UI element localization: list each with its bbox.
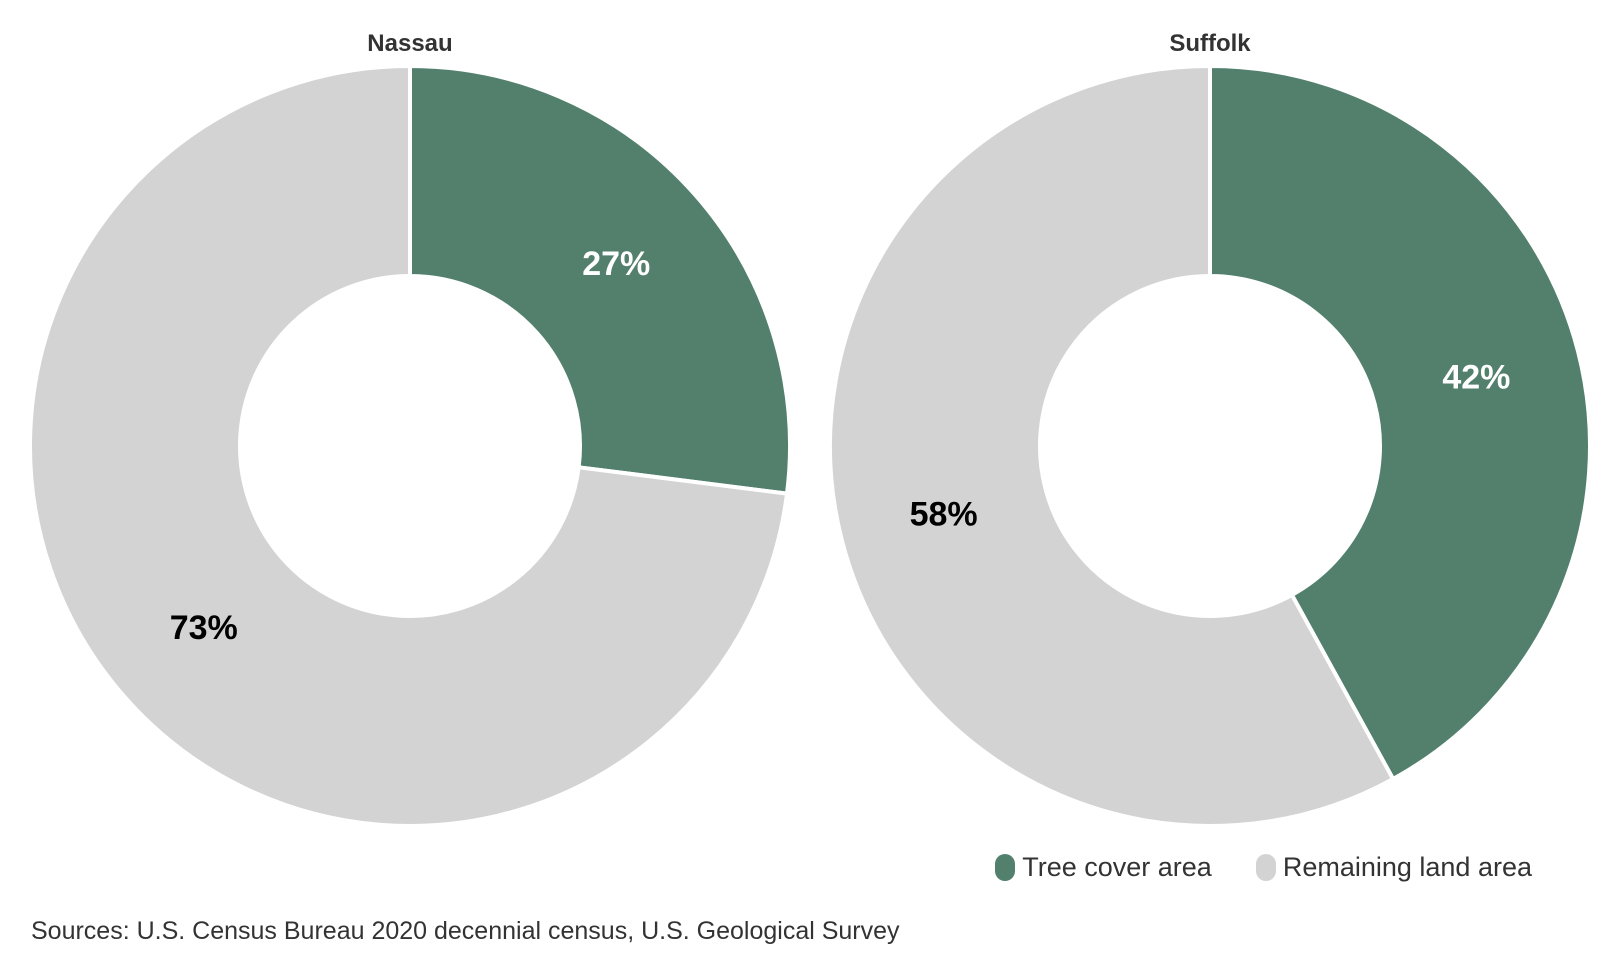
data-label-nassau-remaining-land-area: 73% — [170, 609, 238, 647]
data-label-suffolk-tree-cover-area: 42% — [1442, 359, 1510, 397]
legend-item-remaining-land[interactable]: Remaining land area — [1255, 852, 1532, 883]
legend-label-tree-cover: Tree cover area — [1022, 852, 1212, 882]
source-note: Sources: U.S. Census Bureau 2020 decenni… — [31, 917, 900, 945]
slice-suffolk-tree-cover-area[interactable] — [1208, 64, 1593, 781]
legend-item-tree-cover[interactable]: Tree cover area — [995, 852, 1212, 883]
legend-label-remaining-land: Remaining land area — [1282, 852, 1532, 882]
legend: Tree cover area Remaining land area — [995, 852, 1532, 883]
chart-title-suffolk: Suffolk — [1169, 30, 1251, 57]
chart-title-nassau: Nassau — [367, 30, 452, 57]
donut-suffolk: Suffolk 42% 58% — [828, 30, 1593, 828]
slice-suffolk-remaining-land-area[interactable] — [828, 64, 1396, 828]
legend-swatch-tree-cover — [995, 854, 1016, 881]
legend-swatch-remaining-land — [1255, 854, 1276, 881]
data-label-nassau-tree-cover-area: 27% — [582, 245, 650, 283]
data-label-suffolk-remaining-land-area: 58% — [910, 495, 978, 533]
slice-nassau-tree-cover-area[interactable] — [408, 64, 792, 496]
donut-nassau: Nassau 27% 73% — [28, 30, 792, 828]
slice-nassau-remaining-land-area[interactable] — [28, 64, 790, 828]
